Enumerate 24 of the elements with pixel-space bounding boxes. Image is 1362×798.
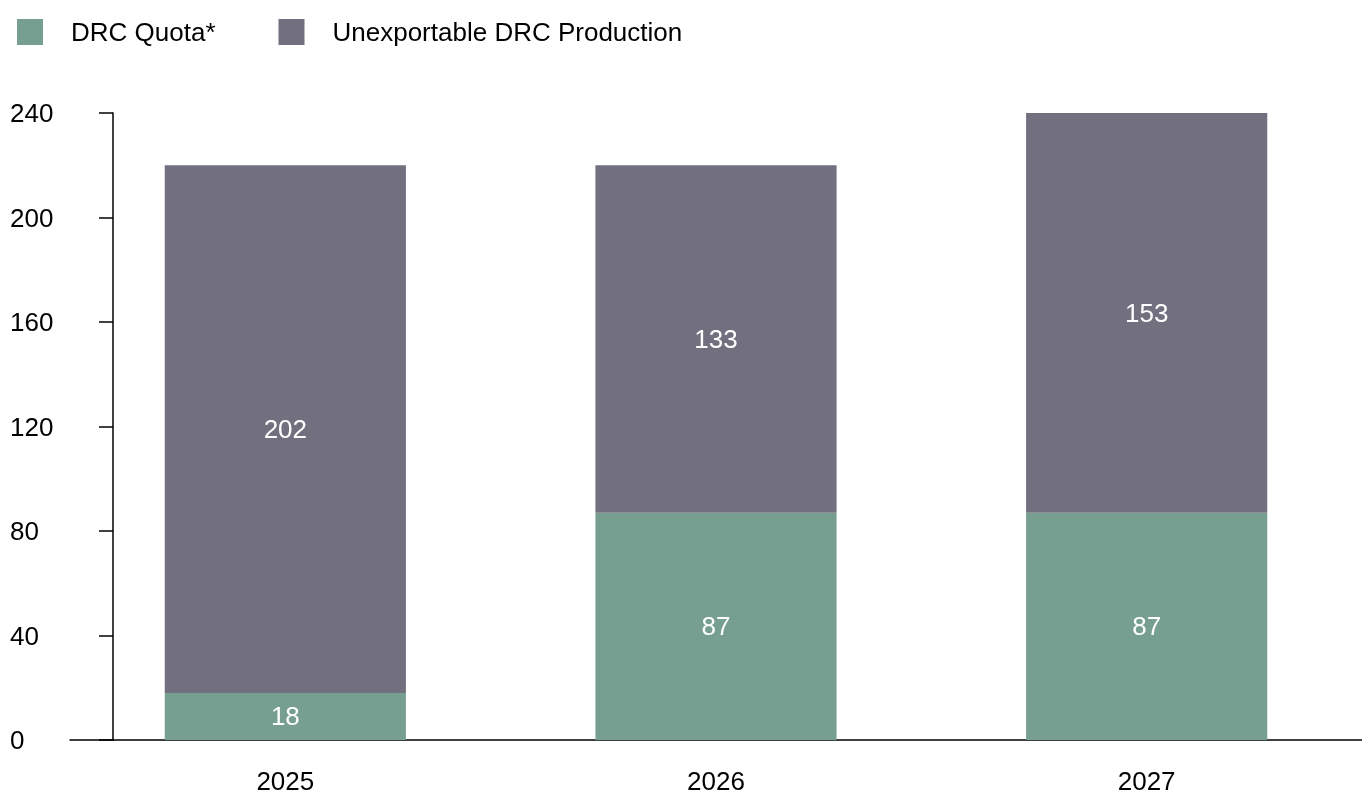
data-label: 153 (1124, 297, 1169, 328)
y-tick-label: 40 (10, 620, 39, 651)
y-tick-label: 240 (10, 98, 54, 128)
data-label: 18 (270, 701, 300, 732)
x-tick-label: 2025 (256, 766, 315, 796)
y-tick-label: 80 (10, 516, 39, 546)
bar (164, 692, 406, 740)
y-tick-label: 160 (10, 307, 54, 337)
bar (1026, 512, 1268, 740)
bar (1026, 113, 1268, 513)
x-tick-label: 2026 (687, 766, 745, 796)
legend-label: Unexportable DRC Production (332, 17, 683, 47)
y-tick-label: 120 (10, 411, 54, 442)
data-label: 133 (694, 323, 738, 354)
bar (595, 512, 837, 740)
x-tick-label: 2027 (1117, 766, 1176, 796)
data-label: 87 (701, 611, 731, 642)
bar (595, 165, 837, 513)
data-label: 87 (1132, 611, 1162, 642)
data-label: 202 (263, 414, 308, 445)
legend-label: DRC Quota* (71, 17, 216, 47)
y-tick-label: 200 (10, 202, 54, 233)
bar (164, 165, 406, 693)
y-tick-label: 0 (10, 725, 25, 755)
